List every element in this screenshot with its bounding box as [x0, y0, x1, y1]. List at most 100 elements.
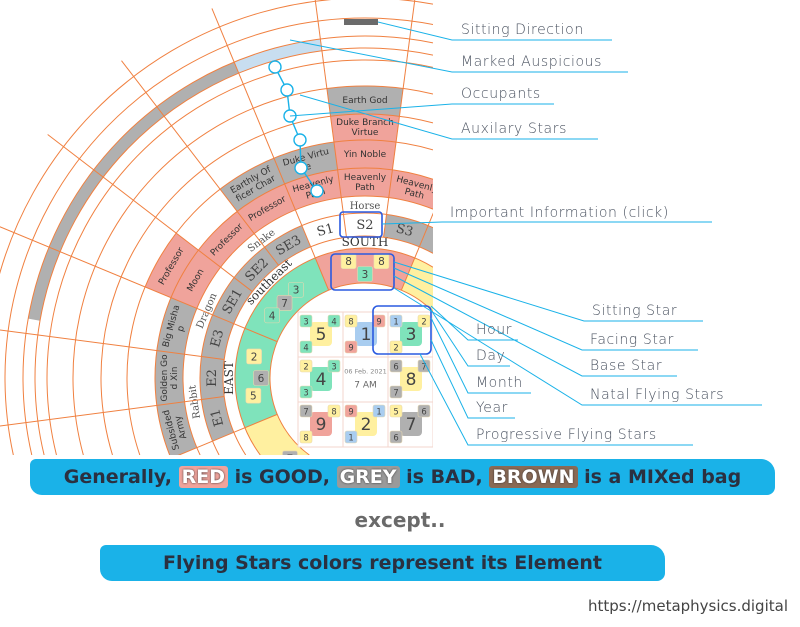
ring-star-number: 4: [269, 310, 276, 322]
annotation-leader-line: [430, 317, 531, 394]
sitting-star-number: 9: [348, 407, 353, 417]
mountain-segment: [212, 277, 253, 324]
palace-divider: [310, 246, 330, 291]
ring1-segment: [388, 169, 433, 210]
annotation-lines: [268, 19, 762, 446]
base-star-number: 7: [406, 415, 417, 435]
sitting-star-number: 6: [393, 362, 398, 372]
base-star-number: 4: [316, 370, 327, 390]
banner-text: is a MIXed bag: [577, 466, 742, 488]
facing-star: [372, 404, 386, 418]
direction-label: SOUTH: [342, 235, 389, 249]
palace-divider: [233, 413, 278, 433]
annotation-leader-line: [393, 261, 703, 322]
ring-circle: [154, 167, 433, 455]
mountain-label: S3: [394, 221, 414, 240]
base-star-number: 8: [406, 370, 417, 390]
annotation-leader-line: [393, 267, 698, 351]
annotation-leader-line: [430, 305, 518, 341]
sitting-star-number: 1: [393, 317, 398, 327]
ring-circle: [4, 17, 433, 455]
mountain-segment: [343, 213, 387, 238]
mountain-label: E3: [208, 328, 227, 349]
site-url[interactable]: https://metaphysics.digital: [587, 597, 788, 615]
mountain-label: S2: [356, 218, 373, 233]
facing-star-number: 8: [331, 407, 336, 417]
sitting-star-number: 8: [348, 317, 353, 327]
except-text: except..: [354, 508, 446, 532]
base-star: [310, 322, 332, 346]
base-star-number: 1: [361, 325, 372, 345]
mountain-label: E1: [208, 407, 227, 428]
ring-star: [253, 370, 269, 386]
ring3-label: Duke Branch Virtue: [336, 118, 394, 138]
sitting-star: [389, 314, 403, 328]
natal-star: [299, 385, 313, 399]
direction-label: EAST: [222, 361, 236, 395]
banner-text: Generally,: [63, 466, 179, 488]
ring-star-number: 7: [281, 298, 288, 310]
annotation-leader-line: [393, 275, 677, 377]
ring-circle: [234, 247, 433, 455]
ring2-segment: [220, 158, 285, 212]
natal-star-number: 8: [303, 433, 308, 443]
label-month: Month: [476, 375, 523, 391]
mountain-label: E2: [205, 369, 220, 387]
natal-star: [389, 340, 403, 354]
grey-highlight: GREY: [336, 466, 400, 488]
mountain-segment: [199, 356, 225, 400]
center-time: 7 AM: [354, 381, 377, 391]
label-progressive-flying-stars: Progressive Flying Stars: [476, 427, 657, 443]
ring1-segment: [170, 250, 221, 309]
facing-star: [327, 404, 341, 418]
ring-star-number: 6: [447, 307, 454, 319]
sitting-star: [299, 404, 313, 418]
ring1-label: Golden God Xin: [160, 354, 180, 402]
ring-circle: [199, 212, 433, 455]
sitting-star-number: 3: [303, 317, 308, 327]
ring-circle: [182, 195, 433, 455]
ring-circle: [22, 35, 433, 455]
ring1-segment: [156, 401, 197, 455]
ring1-segment: [337, 168, 393, 198]
natal-star: [344, 340, 358, 354]
natal-star: [299, 340, 313, 354]
base-star: [310, 412, 332, 436]
facing-star: [417, 359, 431, 373]
label-important-information[interactable]: Important Information (click): [450, 205, 669, 221]
natal-star-number: 1: [348, 433, 353, 443]
ring-star-number: 6: [258, 373, 265, 385]
annotation-leader-line: [381, 221, 712, 225]
ring-star-number: 7: [287, 453, 294, 465]
base-star: [310, 367, 332, 391]
natal-star: [389, 430, 403, 444]
base-star: [355, 412, 377, 436]
natal-star: [344, 430, 358, 444]
radial-line: [0, 329, 225, 360]
ring-star: [288, 281, 304, 298]
ring-star-number: 3: [362, 269, 369, 281]
annotation-leader-line: [393, 287, 762, 406]
occupant-marker: [268, 60, 282, 74]
ring1-segment: [198, 211, 255, 268]
ring-star-number: 8: [345, 256, 352, 268]
sitting-star: [299, 359, 313, 373]
important-info-frame: [339, 211, 383, 238]
label-year: Year: [476, 400, 509, 416]
ring-star-number: 3: [293, 285, 300, 297]
annotation-leader-line: [299, 94, 598, 140]
mountain-label: S1: [315, 221, 335, 240]
radial-line: [0, 396, 225, 427]
sitting-star-number: 5: [393, 407, 398, 417]
label-sitting-direction: Sitting Direction: [461, 22, 584, 38]
facing-star-number: 2: [421, 317, 426, 327]
sitting-star: [389, 359, 403, 373]
label-facing-star: Facing Star: [590, 332, 674, 348]
ring-circle: [34, 47, 433, 455]
label-natal-flying-stars: Natal Flying Stars: [590, 387, 725, 403]
facing-star: [327, 359, 341, 373]
mountain-segment: [264, 225, 311, 266]
sitting-star: [389, 404, 403, 418]
sitting-direction-marker: [344, 19, 378, 25]
